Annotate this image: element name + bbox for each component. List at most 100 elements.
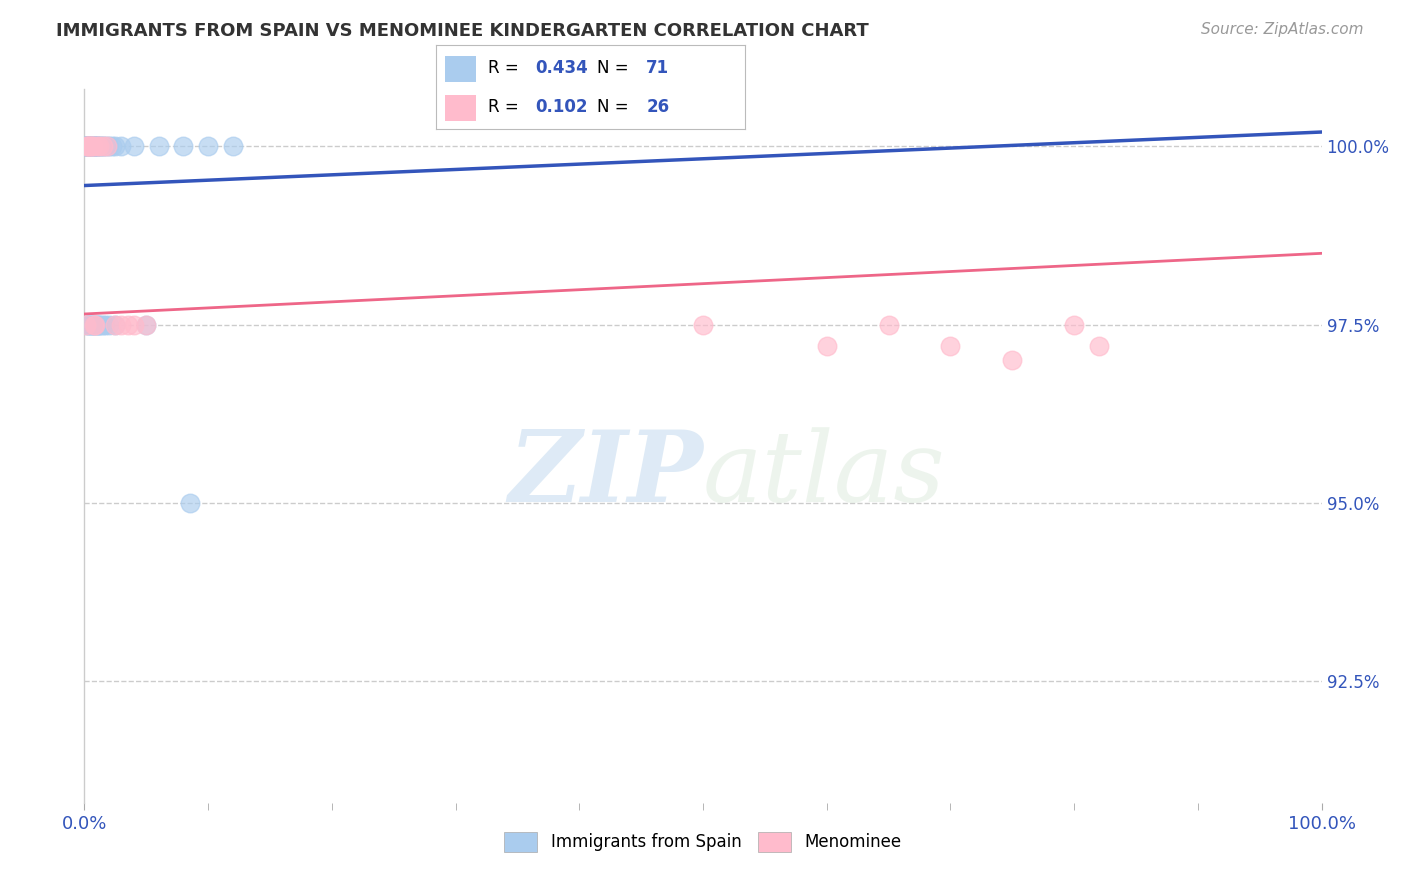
Point (82, 318, 104, 332)
Point (100, 139, 122, 153)
Point (93, 139, 115, 153)
Point (110, 318, 132, 332)
Point (87, 139, 110, 153)
Point (77, 139, 100, 153)
Point (86, 139, 108, 153)
FancyBboxPatch shape (446, 56, 477, 82)
Point (79, 318, 101, 332)
Text: 0.102: 0.102 (534, 98, 588, 116)
Point (96, 139, 118, 153)
Point (79, 139, 101, 153)
Point (692, 318, 714, 332)
Point (135, 318, 157, 332)
Point (77, 139, 100, 153)
Point (815, 339, 838, 353)
Point (77, 318, 100, 332)
Point (84, 318, 107, 332)
Point (86, 318, 108, 332)
Point (79, 139, 101, 153)
Point (117, 318, 139, 332)
Point (80, 139, 103, 153)
Point (79, 139, 101, 153)
Point (1063, 318, 1085, 332)
Point (91, 318, 114, 332)
Point (83, 318, 105, 332)
Point (80, 139, 103, 153)
Point (148, 139, 170, 153)
Text: 71: 71 (647, 60, 669, 78)
Point (87, 318, 110, 332)
Text: N =: N = (596, 98, 634, 116)
Point (79, 139, 101, 153)
Point (77, 139, 100, 153)
Point (75, 139, 97, 153)
Point (80, 139, 103, 153)
Point (222, 139, 245, 153)
Point (80, 318, 103, 332)
Point (83, 318, 105, 332)
Point (76, 139, 98, 153)
Point (79, 139, 101, 153)
Text: Source: ZipAtlas.com: Source: ZipAtlas.com (1201, 22, 1364, 37)
Point (110, 139, 132, 153)
Text: atlas: atlas (703, 427, 946, 522)
Point (76, 139, 98, 153)
Text: R =: R = (488, 98, 524, 116)
Point (91, 139, 114, 153)
Point (89, 139, 111, 153)
Point (122, 318, 145, 332)
Point (79, 139, 101, 153)
Point (82, 139, 104, 153)
Point (76, 139, 98, 153)
Text: N =: N = (596, 60, 634, 78)
Point (89, 139, 111, 153)
Point (86, 139, 108, 153)
Point (75, 139, 97, 153)
Point (80, 139, 103, 153)
Point (76, 318, 98, 332)
Point (75, 318, 97, 332)
Point (82, 139, 104, 153)
Point (89, 139, 111, 153)
Point (83, 139, 105, 153)
Point (86, 139, 108, 153)
Point (84, 139, 107, 153)
Point (83, 139, 105, 153)
Point (104, 139, 127, 153)
Point (122, 139, 145, 153)
Point (82, 139, 104, 153)
Point (1088, 339, 1111, 353)
Point (172, 139, 194, 153)
Text: 0.434: 0.434 (534, 60, 588, 78)
FancyBboxPatch shape (446, 95, 477, 120)
Point (79, 318, 101, 332)
Point (76, 139, 98, 153)
Point (86, 139, 108, 153)
Point (877, 318, 900, 332)
Point (76, 139, 98, 153)
Point (84, 318, 107, 332)
Point (179, 496, 201, 510)
Point (939, 339, 962, 353)
Text: R =: R = (488, 60, 524, 78)
Text: IMMIGRANTS FROM SPAIN VS MENOMINEE KINDERGARTEN CORRELATION CHART: IMMIGRANTS FROM SPAIN VS MENOMINEE KINDE… (56, 22, 869, 40)
Point (83, 139, 105, 153)
Point (135, 318, 157, 332)
Point (89, 318, 111, 332)
Point (84, 139, 107, 153)
Point (98, 318, 121, 332)
Point (197, 139, 219, 153)
Point (96, 139, 118, 153)
Point (104, 318, 127, 332)
Point (79, 139, 101, 153)
Point (76, 139, 98, 153)
Point (89, 318, 111, 332)
Point (82, 139, 104, 153)
Point (79, 139, 101, 153)
Point (104, 318, 127, 332)
Point (77, 139, 100, 153)
Point (91, 139, 114, 153)
Point (75, 139, 97, 153)
Legend: Immigrants from Spain, Menominee: Immigrants from Spain, Menominee (498, 825, 908, 859)
Point (79, 139, 101, 153)
